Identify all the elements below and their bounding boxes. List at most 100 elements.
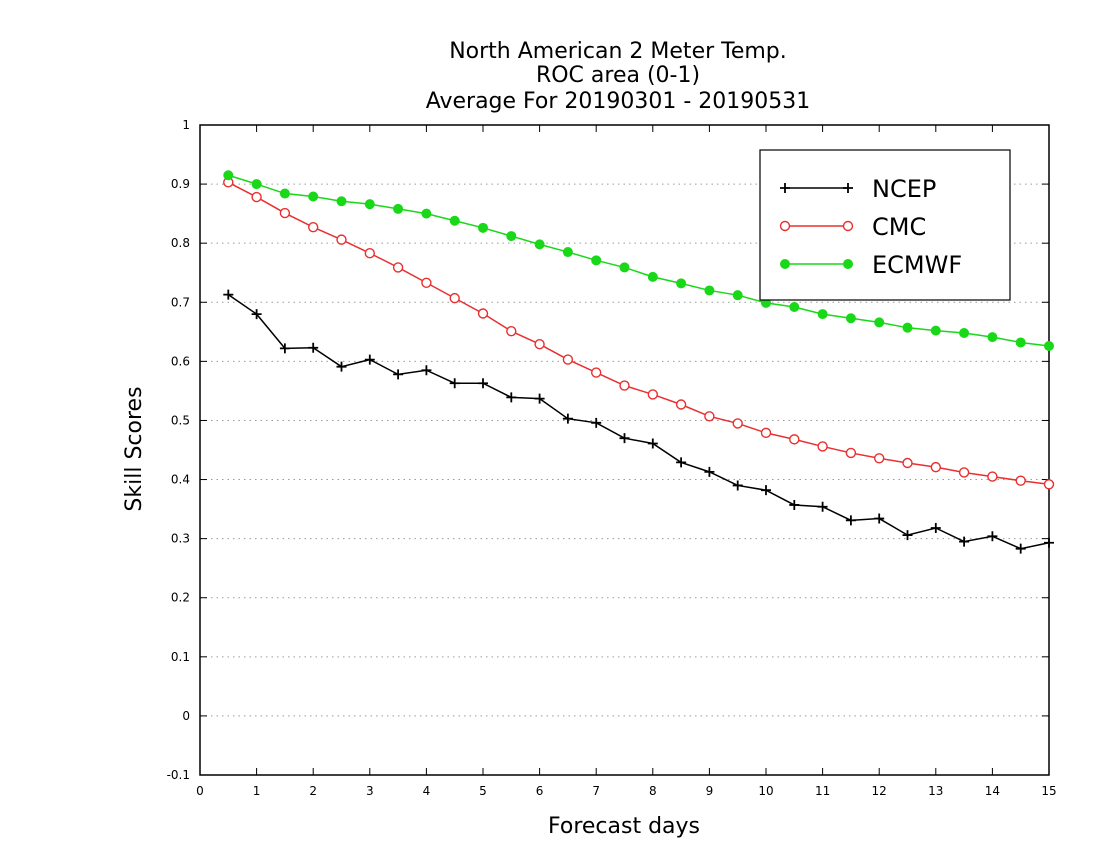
legend: NCEP CMC ECMWF	[759, 149, 1011, 301]
y-tick-label: 0.9	[171, 177, 190, 191]
data-point-filled-circle	[843, 259, 853, 269]
data-point-filled-circle	[780, 259, 790, 269]
data-point-filled-circle	[789, 302, 800, 312]
data-point-plus	[279, 343, 290, 354]
data-point-filled-circle	[393, 203, 404, 214]
x-tick-label: 11	[815, 784, 830, 798]
data-point-open-circle	[789, 434, 800, 445]
data-point-filled-circle	[704, 285, 715, 296]
series-cmc	[223, 177, 1055, 490]
data-point-plus	[780, 183, 790, 193]
data-point-filled-circle	[930, 325, 941, 336]
data-point-plus	[308, 342, 319, 353]
x-tick-label: 0	[196, 784, 204, 798]
legend-entry-cmc: CMC	[779, 213, 926, 241]
chart-title-line-1: North American 2 Meter Temp.	[449, 39, 787, 64]
y-axis-label: Skill Scores	[122, 386, 147, 511]
x-tick-label: 9	[706, 784, 714, 798]
data-point-open-circle	[842, 220, 854, 232]
y-tick-label: 0.8	[171, 236, 190, 250]
data-point-filled-circle	[619, 262, 630, 273]
data-point-plus	[874, 513, 885, 524]
data-point-plus	[506, 392, 517, 403]
legend-label: ECMWF	[872, 251, 962, 279]
data-point-plus	[1044, 537, 1054, 548]
data-point-open-circle	[392, 262, 404, 273]
data-point-filled-circle	[506, 231, 517, 242]
data-point-filled-circle	[308, 191, 319, 202]
data-point-plus	[676, 457, 687, 468]
data-point-open-circle	[591, 367, 602, 378]
x-tick-label: 1	[253, 784, 261, 798]
data-point-filled-circle	[251, 179, 262, 190]
data-point-plus	[987, 531, 998, 542]
series-ecmwf	[223, 170, 1054, 351]
data-point-plus	[251, 309, 262, 320]
data-point-plus	[478, 378, 488, 389]
data-point-plus	[591, 417, 602, 428]
data-point-open-circle	[562, 354, 574, 365]
y-tick-label: 0.1	[171, 650, 190, 664]
data-point-filled-circle	[902, 322, 913, 333]
data-point-filled-circle	[421, 208, 432, 219]
data-point-open-circle	[779, 220, 791, 232]
data-point-filled-circle	[959, 328, 970, 338]
x-axis-label: Forecast days	[548, 814, 700, 839]
data-point-open-circle	[987, 471, 998, 482]
data-point-open-circle	[845, 447, 857, 459]
data-point-filled-circle	[336, 196, 347, 207]
y-tick-label: 0.4	[171, 473, 190, 487]
series-line	[227, 293, 1050, 550]
data-point-plus	[732, 480, 743, 491]
data-point-plus	[845, 515, 856, 526]
data-point-filled-circle	[987, 332, 998, 343]
x-tick-label: 14	[985, 784, 1000, 798]
data-point-plus	[619, 433, 630, 444]
data-point-open-circle	[336, 234, 347, 245]
data-point-filled-circle	[223, 170, 234, 181]
data-point-plus	[562, 413, 573, 424]
data-point-open-circle	[308, 222, 319, 233]
y-tick-label: 0.5	[171, 413, 190, 427]
data-point-open-circle	[902, 457, 913, 469]
legend-entry-ecmwf: ECMWF	[780, 251, 962, 279]
x-tick-label: 7	[592, 784, 600, 798]
y-tick-label: 0.7	[171, 295, 190, 309]
x-tick-label: 4	[423, 784, 431, 798]
data-point-plus	[704, 466, 715, 477]
x-tick-label: 5	[479, 784, 487, 798]
chart-title: North American 2 Meter Temp. ROC area (0…	[426, 39, 811, 114]
data-point-open-circle	[930, 461, 941, 473]
legend-label: NCEP	[872, 175, 936, 203]
y-tick-label: 1	[182, 118, 190, 132]
x-tick-label: 13	[928, 784, 943, 798]
data-point-open-circle	[506, 326, 517, 337]
y-tick-label: 0	[182, 709, 190, 723]
data-series	[223, 170, 1055, 554]
data-point-plus	[789, 499, 800, 510]
data-point-open-circle	[817, 441, 828, 452]
x-axis-ticks: 0 1 2 3 4 5 6 7 8 9 10 11 12 13 14 15	[196, 125, 1057, 798]
data-point-open-circle	[732, 418, 743, 429]
data-point-plus	[902, 530, 913, 541]
legend-box	[759, 149, 1011, 301]
data-point-open-circle	[704, 411, 715, 422]
data-point-filled-circle	[364, 199, 375, 210]
x-tick-label: 12	[872, 784, 887, 798]
data-point-plus	[647, 438, 658, 449]
data-point-open-circle	[364, 248, 375, 259]
data-point-open-circle	[477, 308, 489, 319]
data-point-filled-circle	[1044, 341, 1054, 351]
data-point-plus	[534, 393, 545, 404]
data-point-plus	[761, 485, 771, 496]
data-point-plus	[364, 354, 375, 365]
data-point-open-circle	[534, 339, 545, 350]
data-point-plus	[336, 361, 347, 372]
data-point-open-circle	[1015, 475, 1026, 486]
data-point-open-circle	[760, 427, 772, 439]
data-point-filled-circle	[279, 188, 290, 199]
data-point-open-circle	[647, 389, 658, 400]
data-point-filled-circle	[874, 317, 885, 328]
plot-area-frame	[199, 124, 1050, 776]
